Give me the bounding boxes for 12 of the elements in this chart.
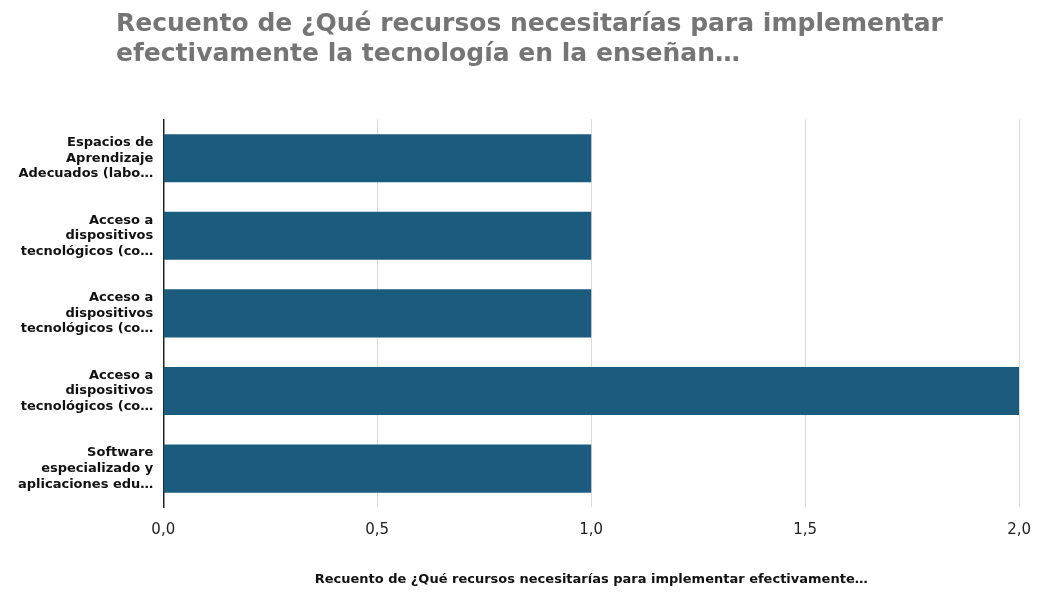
x-tick-label: 0,0 [151,520,176,539]
x-tick-label: 1,5 [793,520,818,539]
y-tick-label: Acceso a dispositivos tecnológicos (co… [20,211,154,258]
y-tick-label: Software especializado y aplicaciones edu… [17,444,154,491]
y-tick-label: Espacios de Aprendizaje Adecuados (labo… [18,133,154,181]
x-axis-title: Recuento de ¿Qué recursos necesitarías para implementar efectivamente… [314,570,868,586]
y-tick-label: Acceso a dispositivos tecnológicos (co… [20,289,154,336]
x-tick-label: 0,5 [365,520,390,539]
y-tick-label: Acceso a dispositivos tecnológicos (co… [20,366,154,413]
chart-title: Recuento de ¿Qué recursos necesitarías para implementar efectivamente la tecnología en la enseñan… [116,8,944,69]
x-tick-label: 2,0 [1007,520,1031,539]
x-tick-label: 1,0 [579,520,604,539]
